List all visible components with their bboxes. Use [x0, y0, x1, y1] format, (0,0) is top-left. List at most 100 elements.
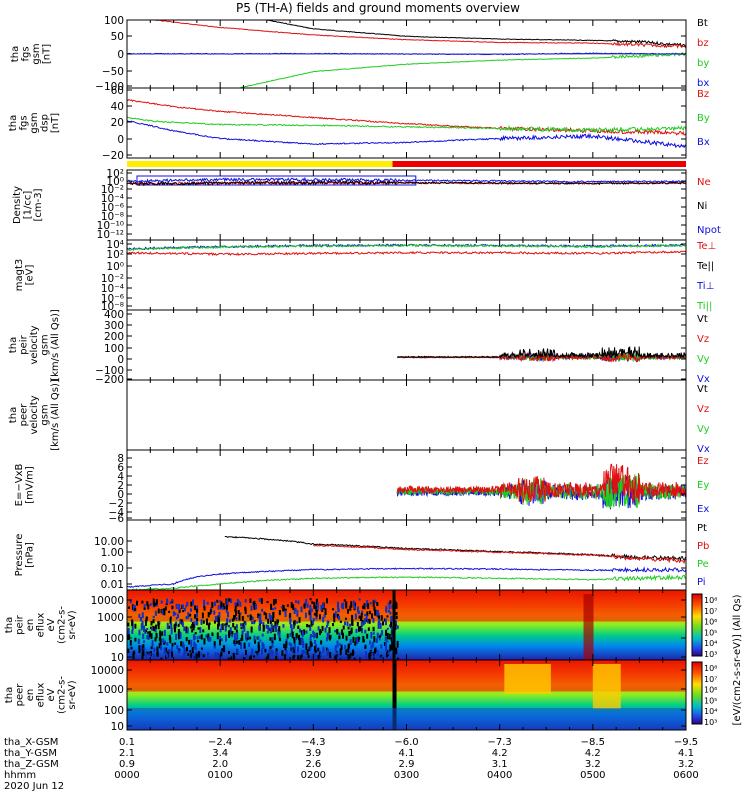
spectrogram-pixel — [308, 646, 311, 651]
x-axis-value: 3.9 — [305, 748, 321, 759]
spectrogram-pixel — [345, 635, 348, 641]
spectrogram-pixel — [383, 618, 386, 622]
status-bar-yellow — [127, 161, 393, 167]
spectrogram-pixel — [344, 644, 347, 650]
spectrogram-pixel — [243, 624, 246, 632]
spectrogram-pixel — [225, 622, 228, 627]
panel-plot-area — [127, 590, 686, 660]
spectrogram-pixel — [326, 620, 329, 626]
spectrogram-pixel — [216, 632, 219, 640]
spectrogram-pixel — [165, 647, 168, 652]
x-axis-value: −2.4 — [208, 737, 232, 748]
spectrogram-pixel — [378, 615, 381, 623]
spectrogram-pixel — [253, 635, 256, 641]
spectrogram-pixel — [218, 611, 221, 619]
spectrogram-pixel — [228, 619, 231, 623]
spectrogram-pixel — [306, 623, 309, 628]
spectrogram-pixel — [339, 620, 342, 623]
spectrogram-pixel — [345, 649, 348, 655]
spectrogram-pixel — [207, 624, 210, 630]
spectrogram-pixel — [262, 643, 265, 650]
panel-ylabel-line: eflux — [36, 683, 47, 708]
spectrogram-pixel — [269, 637, 272, 641]
spectrogram-pixel — [155, 602, 158, 606]
spectrogram-pixel — [161, 609, 164, 615]
spectrogram-pixel — [355, 628, 358, 633]
spectrogram-pixel — [284, 610, 287, 617]
spectrogram-pixel — [193, 641, 196, 649]
spectrogram-pixel — [207, 612, 210, 618]
spectrogram-pixel — [216, 599, 219, 603]
spectrogram-pixel — [349, 605, 352, 611]
panel-ylabel-line: dsp — [40, 114, 51, 132]
spectrogram-pixel — [298, 638, 301, 645]
y-tick-label: 100 — [104, 633, 124, 645]
series-Bz — [127, 99, 686, 136]
spectrogram-pixel — [235, 640, 238, 644]
spectrogram-pixel — [271, 637, 274, 644]
spectrogram-pixel — [154, 610, 157, 616]
panel-ylabel-line: sr-eV) — [67, 610, 78, 639]
spectrogram-pixel — [282, 607, 285, 612]
spectrogram-pixel — [318, 614, 321, 620]
spectrogram-pixel — [274, 598, 277, 604]
panel-ylabel-line: [km/s (All Qs)] — [50, 309, 61, 381]
panel-ylabel-line: gsm — [40, 334, 51, 355]
figure-title: P5 (TH-A) fields and ground moments over… — [236, 1, 520, 15]
spectrogram-pixel — [336, 613, 339, 617]
panel-ylabel-line: [cm-3] — [33, 188, 44, 221]
legend-Bx: Bx — [697, 137, 710, 148]
y-tick-label: 60 — [111, 85, 124, 97]
spectrogram-pixel — [367, 627, 370, 631]
spectrogram-pixel — [281, 650, 284, 656]
spectrogram-pixel — [271, 607, 274, 611]
spectrogram-pixel — [322, 616, 325, 623]
x-axis-value: 0.1 — [119, 737, 135, 748]
spectrogram-pixel — [241, 625, 244, 629]
panel-plot-area — [127, 535, 686, 590]
spectrogram-pixel — [134, 623, 137, 629]
y-tick-label: 200 — [104, 331, 124, 343]
spectrogram-pixel — [215, 616, 218, 622]
spectrogram-pixel — [158, 643, 161, 649]
spectrogram-pixel — [251, 620, 254, 625]
spectrogram-pixel — [169, 618, 172, 625]
y-tick-label: −50 — [102, 66, 124, 78]
x-axis-value: 3.1 — [492, 759, 508, 770]
x-axis-value: −6.0 — [394, 737, 418, 748]
spectrogram-pixel — [138, 645, 141, 650]
spectrogram-pixel — [246, 637, 249, 640]
spectrogram-pixel — [192, 599, 195, 606]
spectrogram-pixel — [225, 604, 228, 610]
spectrogram-pixel — [239, 601, 242, 607]
spectrogram-pixel — [131, 629, 134, 634]
legend-Te⊥: Te⊥ — [696, 241, 716, 252]
spectrogram-pixel — [219, 628, 222, 633]
x-axis-value: 0600 — [673, 770, 698, 781]
spectrogram-pixel — [289, 624, 292, 629]
spectrogram-pixel — [157, 623, 160, 630]
spectrogram-pixel — [213, 620, 216, 624]
spectrogram-pixel — [214, 652, 217, 658]
spectrogram-pixel — [256, 651, 259, 656]
spectrogram-pixel — [216, 654, 219, 659]
spectrogram-pixel — [202, 654, 205, 658]
spectrogram-pixel — [129, 599, 132, 604]
colorbar-strip — [691, 661, 703, 725]
colorbar-label: [eV/(cm2-s-sr-eV)] (All Qs) — [732, 594, 743, 725]
spectrogram-pixel — [166, 642, 169, 646]
spectrogram-pixel — [374, 600, 377, 604]
spectrogram-pixel — [293, 608, 296, 615]
spectrogram-pixel — [284, 608, 287, 612]
colorbar-tick-label: 10⁷ — [704, 675, 717, 684]
y-tick-label: 0 — [117, 354, 124, 366]
x-axis-value: 0400 — [487, 770, 512, 781]
spectrogram-pixel — [289, 633, 292, 637]
spectrogram-pixel — [191, 629, 194, 633]
spectrogram-pixel — [226, 618, 229, 625]
spectrogram-pixel — [190, 601, 193, 607]
spectrogram-pixel — [240, 623, 243, 627]
x-axis-value: 2.0 — [212, 759, 228, 770]
y-tick-label: 4 — [117, 471, 124, 483]
spectrogram-pixel — [372, 632, 375, 635]
